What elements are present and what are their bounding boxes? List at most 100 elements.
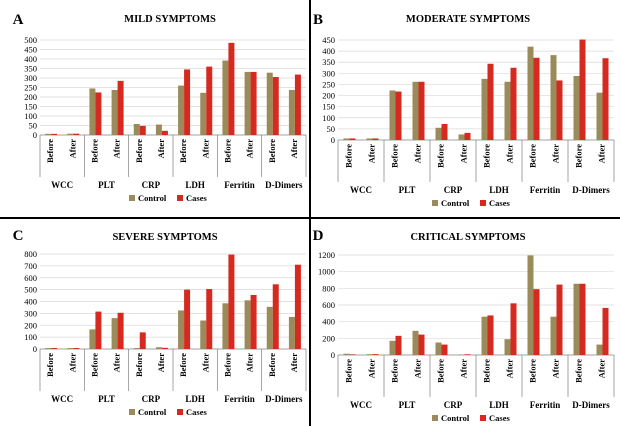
bar-cases [602, 307, 609, 355]
bar-control [596, 344, 603, 355]
x-tick-label: After [551, 359, 561, 379]
x-tick-label: After [505, 144, 515, 164]
bar-cases [418, 81, 425, 140]
bar-cases [602, 58, 609, 140]
bar-cases [464, 132, 471, 140]
x-tick-label: Before [134, 139, 144, 163]
bar-cases [441, 124, 448, 140]
group-label: WCC [350, 400, 372, 410]
x-tick-label: After [367, 144, 377, 164]
y-tick-label: 100 [24, 111, 37, 121]
bar-cases [139, 332, 146, 349]
x-tick-label: Before [178, 353, 188, 377]
y-tick-label: 250 [24, 83, 37, 93]
x-tick-label: After [597, 359, 607, 379]
bar-cases [487, 63, 494, 140]
y-tick-label: 400 [322, 317, 335, 327]
bar-cases [272, 77, 279, 135]
y-tick-label: 300 [24, 73, 37, 83]
y-tick-label: 450 [322, 35, 335, 45]
y-tick-label: 50 [29, 121, 38, 131]
y-tick-label: 800 [24, 249, 37, 259]
legend-label: Control [441, 413, 470, 423]
bar-control [412, 330, 419, 355]
y-tick-label: 200 [322, 91, 335, 101]
bar-control [527, 255, 534, 355]
group-label: CRP [142, 394, 161, 404]
bar-control [288, 316, 295, 349]
chart-panel-a: A MILD SYMPTOMS 05010015020025030035040045… [13, 12, 307, 203]
y-tick-label: 150 [322, 102, 335, 112]
y-tick-label: 150 [24, 102, 37, 112]
legend-swatch [129, 409, 135, 415]
y-tick-label: 100 [322, 113, 335, 123]
x-tick-label: After [367, 359, 377, 379]
group-label: LDH [489, 400, 509, 410]
bar-cases [228, 42, 235, 135]
legend-label: Control [441, 198, 470, 208]
bar-control [222, 60, 229, 135]
bar-cases [206, 66, 213, 135]
bar-cases [117, 80, 124, 135]
x-tick-label: After [112, 139, 122, 159]
bar-cases [117, 312, 124, 349]
x-tick-label: Before [344, 144, 354, 168]
group-label: D-Dimers [572, 400, 610, 410]
y-tick-label: 0 [33, 130, 37, 140]
bar-cases [73, 133, 80, 135]
vertical-divider [309, 0, 311, 426]
bar-control [596, 92, 603, 140]
x-tick-label: After [459, 144, 469, 164]
bar-control [504, 81, 511, 140]
x-tick-label: After [459, 359, 469, 379]
x-tick-label: Before [134, 353, 144, 377]
bar-cases [95, 92, 102, 135]
panel-letter: C [13, 228, 24, 244]
bar-cases [294, 264, 301, 349]
bar-control [133, 123, 140, 135]
group-label: WCC [350, 185, 372, 195]
x-tick-label: Before [528, 144, 538, 168]
x-tick-label: After [112, 353, 122, 373]
x-tick-label: After [551, 144, 561, 164]
y-tick-label: 1200 [318, 250, 335, 260]
x-tick-label: Before [178, 139, 188, 163]
x-tick-label: Before [89, 139, 99, 163]
bar-cases [533, 289, 540, 355]
bar-control [343, 138, 350, 140]
x-tick-label: Before [482, 359, 492, 383]
bar-control [343, 353, 350, 355]
x-tick-label: Before [267, 353, 277, 377]
x-tick-label: After [289, 139, 299, 159]
legend-swatch [129, 195, 135, 201]
x-tick-label: Before [222, 353, 232, 377]
y-tick-label: 200 [24, 320, 37, 330]
y-tick-label: 50 [327, 124, 336, 134]
x-tick-label: Before [482, 144, 492, 168]
bar-cases [250, 71, 257, 135]
y-tick-label: 1000 [318, 267, 335, 277]
group-label: CRP [444, 185, 463, 195]
bar-cases [161, 130, 168, 135]
bar-cases [228, 254, 235, 349]
bar-control [111, 318, 118, 349]
x-tick-label: After [245, 353, 255, 373]
bar-cases [294, 74, 301, 135]
group-label: PLT [399, 185, 416, 195]
bar-cases [51, 348, 58, 349]
y-tick-label: 200 [322, 333, 335, 343]
group-label: PLT [399, 400, 416, 410]
legend-swatch [480, 200, 486, 206]
x-tick-label: After [505, 359, 515, 379]
chart-title: SEVERE SYMPTOMS [112, 232, 217, 243]
bar-control [89, 88, 96, 135]
group-label: PLT [98, 180, 115, 190]
y-tick-label: 0 [331, 350, 335, 360]
x-tick-label: Before [267, 139, 277, 163]
y-tick-label: 300 [322, 68, 335, 78]
y-tick-label: 400 [322, 46, 335, 56]
y-tick-label: 450 [24, 45, 37, 55]
bar-control [244, 300, 251, 349]
bar-cases [441, 344, 448, 355]
y-tick-label: 500 [24, 35, 37, 45]
